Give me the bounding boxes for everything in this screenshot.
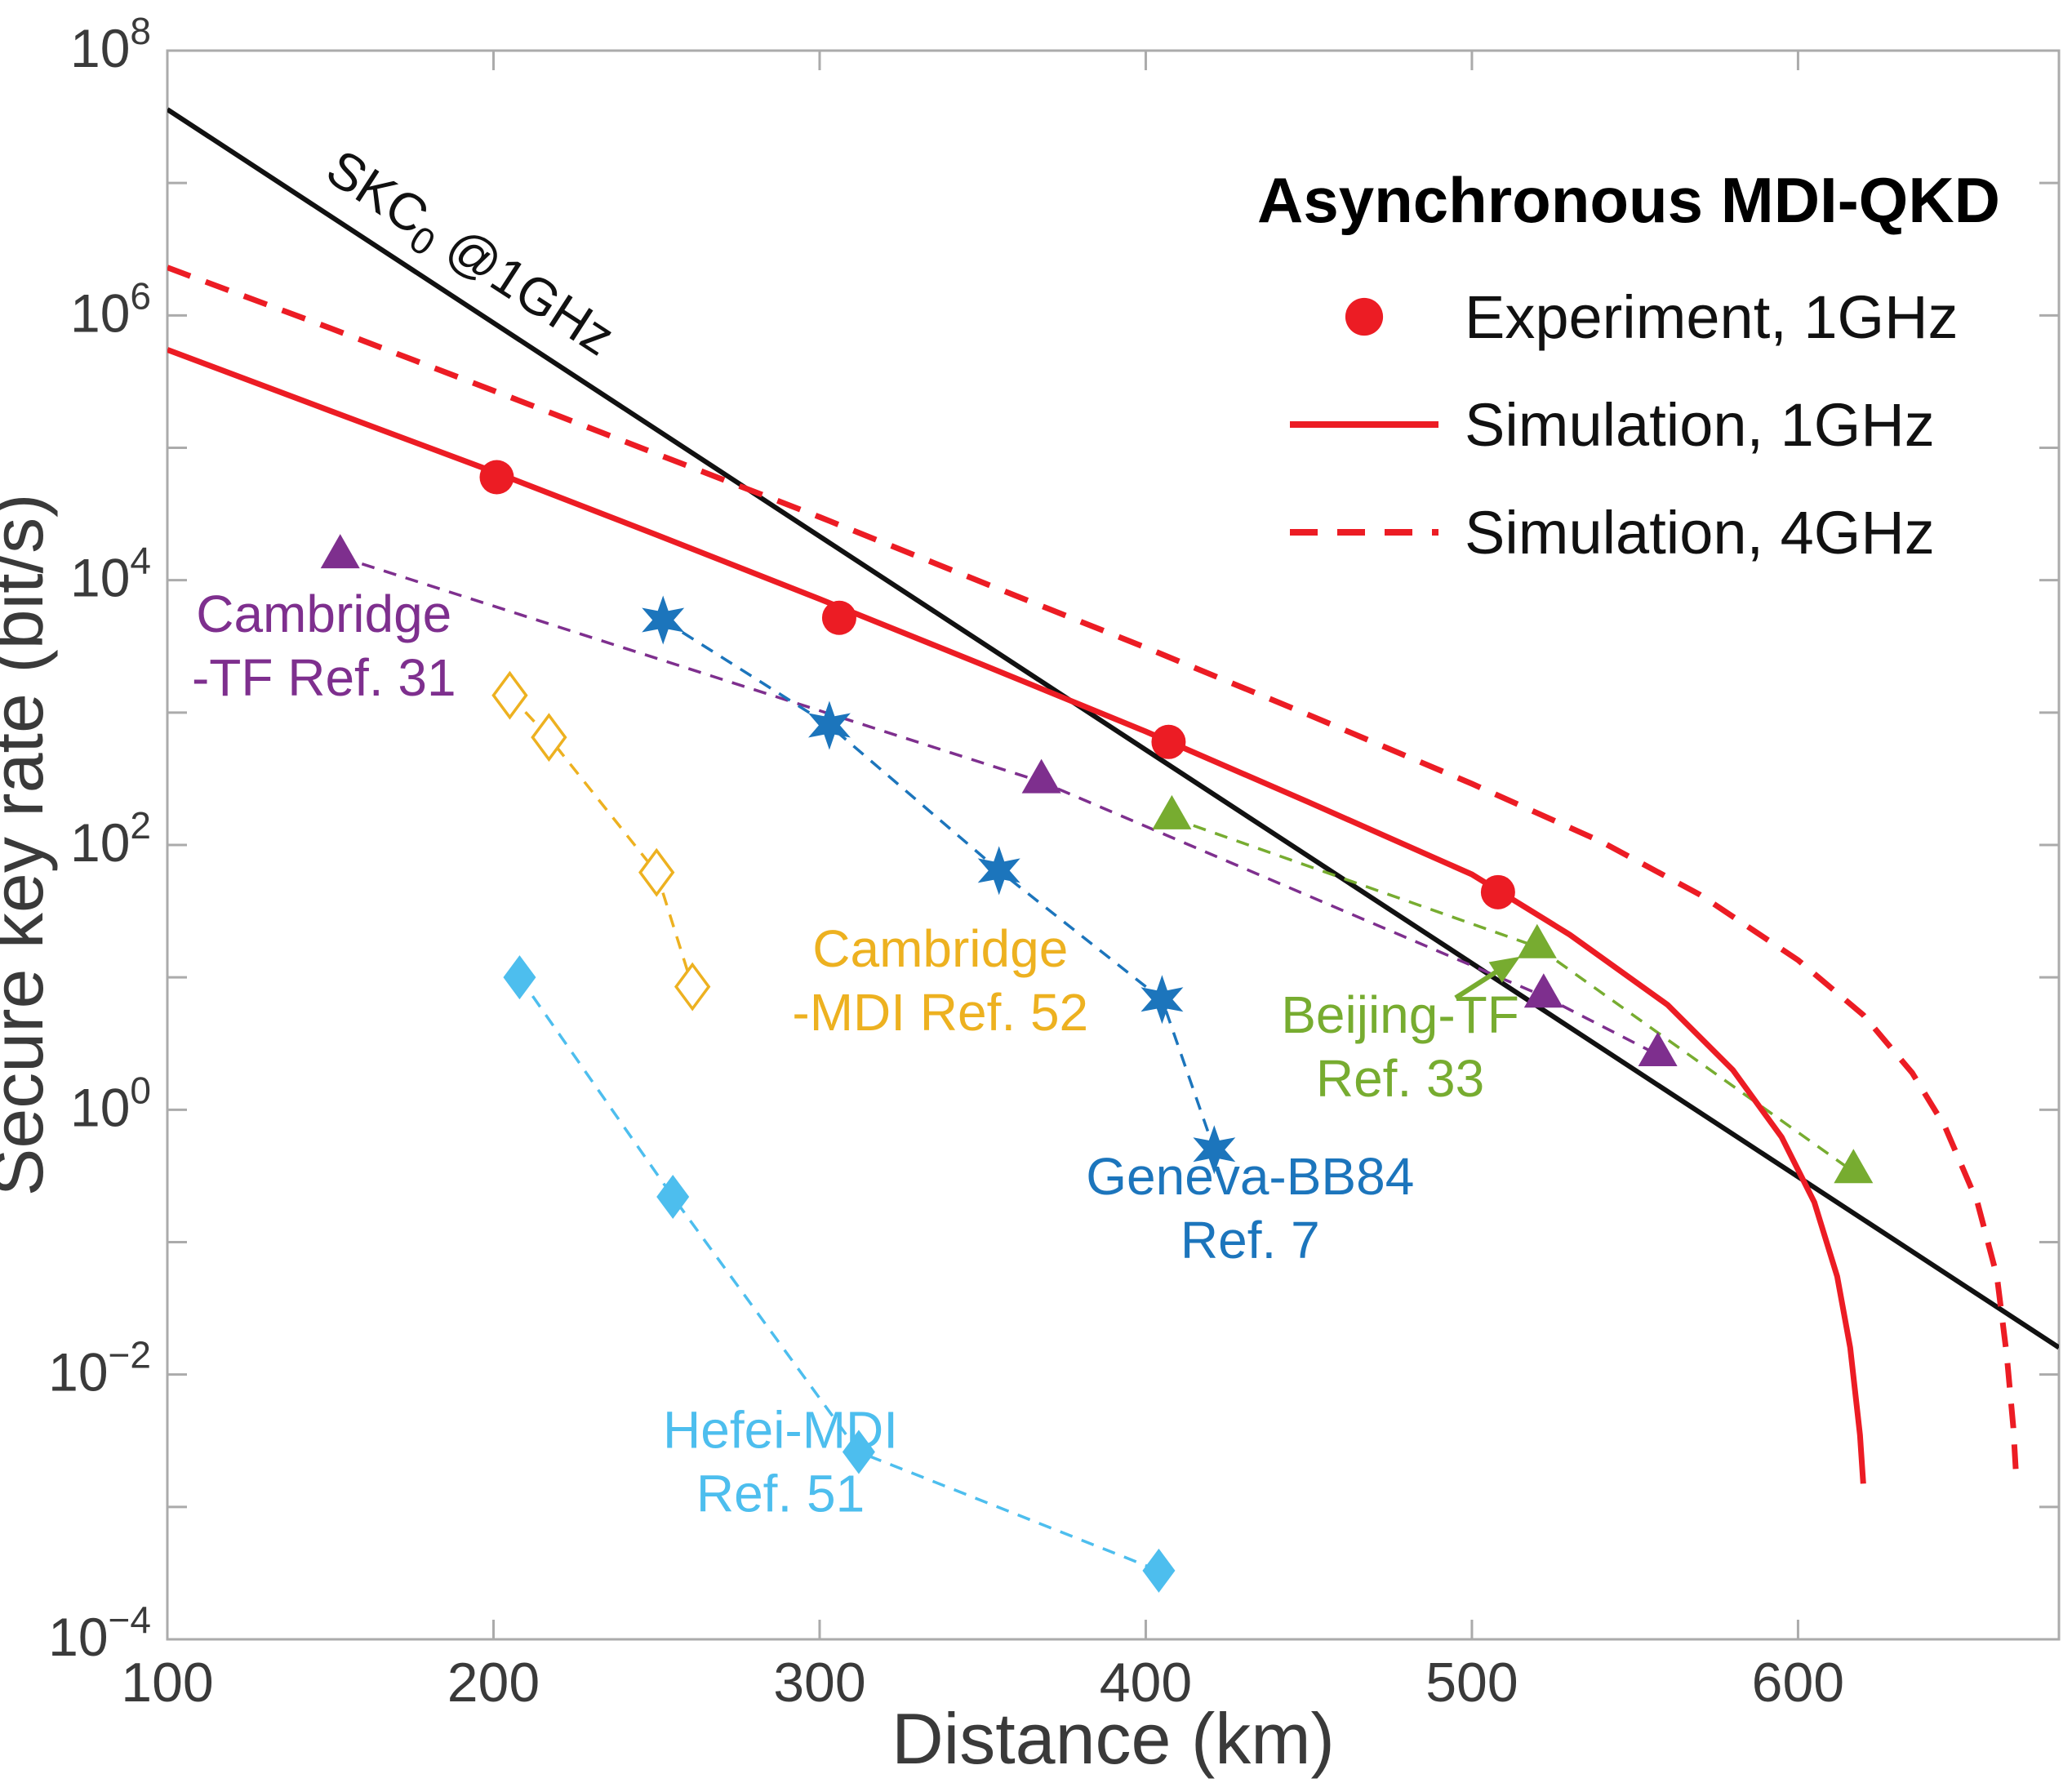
diamond-marker [656, 1174, 690, 1219]
triangle-marker [320, 534, 360, 569]
series-markers-cambridge_tf [320, 534, 1678, 1067]
circle-marker [1151, 724, 1186, 759]
diamond-open-marker [531, 713, 567, 763]
legend-item-3: Simulation, 4GHz [1290, 499, 1935, 567]
series-line-cambridge_mdi [509, 694, 694, 988]
triangle-marker [1834, 1149, 1874, 1184]
series-markers-experiment [479, 460, 1515, 909]
diamond-marker [842, 1430, 875, 1474]
annotation-cambridge-mdi-label: Cambridge -MDI Ref. 52 [792, 919, 1088, 1042]
x-tick-label: 300 [773, 1652, 865, 1714]
beijing-tf-arrow [1454, 956, 1520, 1000]
plot-area [167, 107, 2059, 1593]
x-axis-label: Distance (km) [891, 1698, 1335, 1779]
series-markers-hefei_mdi [503, 955, 1176, 1593]
x-tick-label: 100 [121, 1652, 213, 1714]
axes: 100 200 300 400 500 600 10−4 10−2 100 102 104 106 10… [0, 10, 2059, 1779]
diamond-open-marker [638, 847, 675, 897]
y-tick-label: 104 [70, 540, 151, 608]
annotation-cambridge-tf-label: Cambridge -TF Ref. 31 [192, 585, 456, 707]
diamond-marker [503, 955, 536, 1000]
y-tick-label: 106 [70, 274, 151, 343]
x-tick-label: 600 [1752, 1652, 1844, 1714]
series-line-skc0 [167, 107, 2059, 1350]
series-line-geneva_bb84 [662, 619, 1216, 1150]
y-tick-label: 10−4 [48, 1598, 151, 1667]
legend-item-label: Experiment, 1GHz [1465, 283, 1959, 351]
arrow-head-icon [1488, 956, 1520, 983]
hexagram-marker [1140, 975, 1184, 1025]
series-line-sim_1ghz [167, 347, 1866, 1484]
diamond-marker [1142, 1548, 1176, 1593]
series-line-sim_4ghz [167, 265, 2020, 1484]
x-tick-label: 400 [1100, 1652, 1192, 1714]
x-tick-label: 200 [447, 1652, 540, 1714]
series-markers-cambridge_mdi [491, 670, 711, 1012]
series-line-beijing_tf [1171, 816, 1855, 1173]
legend-item-2: Simulation, 1GHz [1290, 391, 1935, 459]
y-tick-label: 102 [70, 804, 151, 873]
annotation-geneva-bb84-label: Geneva-BB84 Ref. 7 [1086, 1147, 1414, 1269]
annotation-hefei-mdi-label: Hefei-MDI Ref. 51 [663, 1400, 898, 1523]
circle-marker [1345, 297, 1384, 336]
triangle-marker [1152, 794, 1192, 829]
diamond-open-marker [674, 962, 711, 1012]
y-tick-label: 108 [70, 10, 151, 78]
x-tick-label: 500 [1425, 1652, 1518, 1714]
series-markers-beijing_tf [1152, 794, 1874, 1184]
circle-marker [1480, 874, 1515, 909]
hexagram-marker [977, 846, 1020, 896]
triangle-marker [1638, 1032, 1678, 1067]
hexagram-marker [1193, 1125, 1236, 1175]
series-markers-geneva_bb84 [642, 595, 1236, 1175]
annotation-beijing-tf-label: Beijing-TF Ref. 33 [1281, 985, 1519, 1108]
series-line-cambridge_tf [340, 555, 1659, 1056]
triangle-marker [1523, 973, 1563, 1008]
legend-title: Asynchronous MDI-QKD [1257, 164, 2000, 236]
diamond-open-marker [491, 670, 528, 720]
triangle-marker [1021, 758, 1061, 794]
hexagram-marker [642, 595, 685, 645]
circle-marker [479, 460, 514, 495]
legend-item-label: Simulation, 4GHz [1465, 499, 1935, 567]
legend-item-label: Simulation, 1GHz [1465, 391, 1935, 459]
hexagram-marker [808, 700, 851, 750]
y-tick-label: 10−2 [48, 1334, 151, 1403]
y-tick-label: 100 [70, 1069, 151, 1137]
legend-item-1: Experiment, 1GHz [1345, 283, 1959, 351]
y-axis-label: Secure key rate (bit/s) [0, 494, 58, 1197]
legend: Asynchronous MDI-QKD Experiment, 1GHz Simu… [1257, 164, 2000, 567]
triangle-marker [1517, 923, 1557, 958]
circle-marker [821, 600, 856, 635]
